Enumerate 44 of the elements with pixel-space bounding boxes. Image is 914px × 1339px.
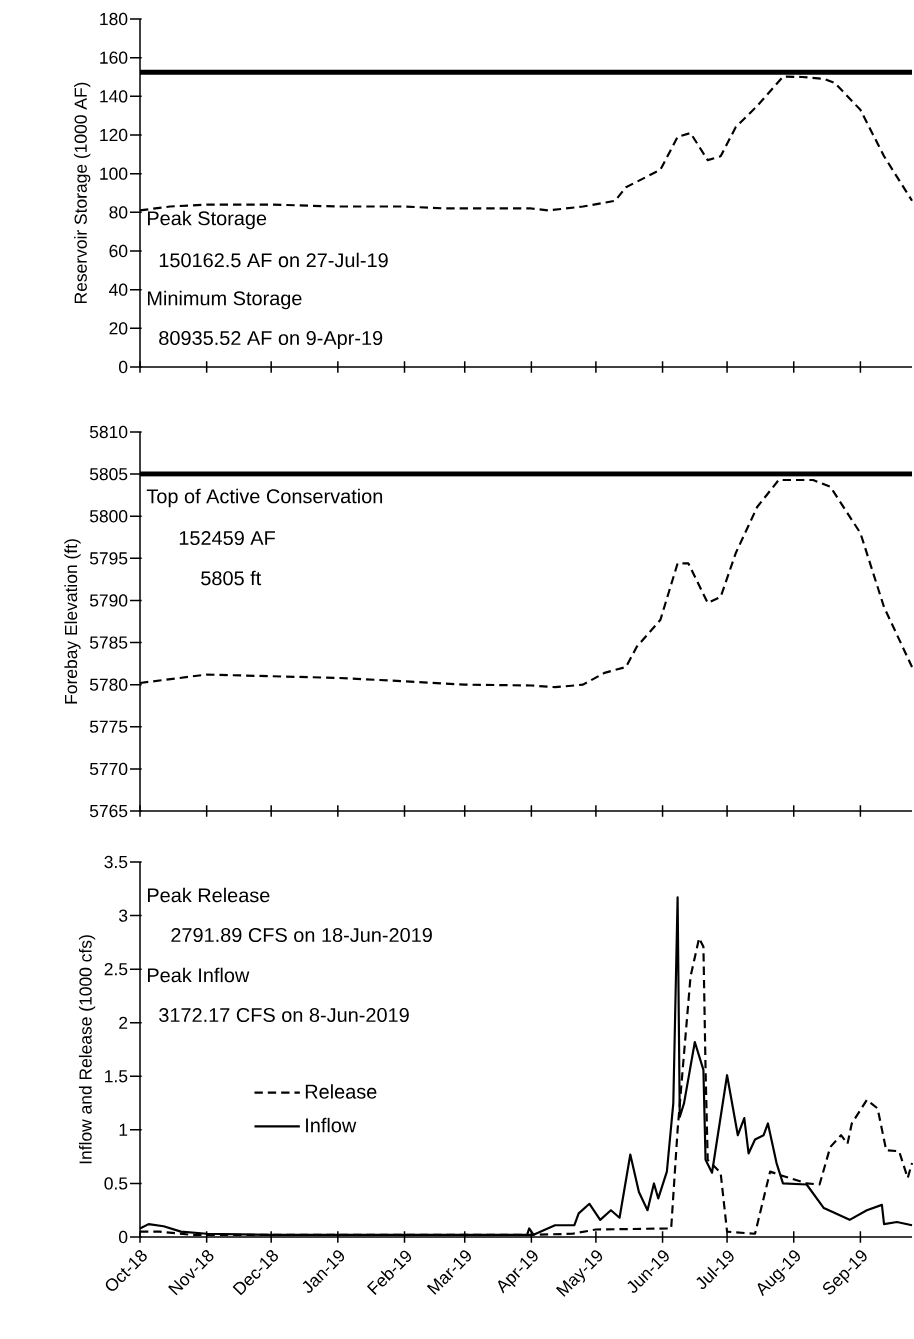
- y-tick-label: 80: [109, 206, 128, 219]
- y-tick-label: 5810: [89, 425, 128, 439]
- y-tick-label: 60: [109, 244, 128, 258]
- annotation: 150162.5 AF on 27-Jul-19: [159, 252, 388, 268]
- legend-label: Release: [305, 1084, 377, 1099]
- y-tick-label: 0: [119, 1230, 128, 1244]
- annotation: 80935.52 AF on 9-Apr-19: [159, 330, 383, 350]
- annotation: 152459 AF: [179, 530, 275, 546]
- y-tick-label: 0.5: [104, 1177, 128, 1190]
- y-tick-label: 160: [100, 51, 128, 64]
- y-tick-label: 5795: [89, 552, 128, 565]
- annotation: Peak Release: [147, 887, 270, 903]
- y-tick-label: 5785: [89, 636, 128, 649]
- y-tick-label: 1: [119, 1123, 128, 1136]
- y-tick-label: 5805: [89, 467, 128, 481]
- y-tick-label: 5765: [89, 804, 128, 818]
- y-tick-label: 5770: [89, 762, 128, 776]
- y-tick-label: 5800: [89, 510, 128, 523]
- y-tick-label: 3.5: [104, 855, 128, 869]
- y-tick-label: 2: [119, 1016, 128, 1029]
- y-tick-label: 5775: [89, 720, 128, 733]
- y-tick-label: 0: [119, 360, 128, 374]
- y-tick-label: 20: [109, 322, 128, 335]
- y-tick-label: 2.5: [104, 962, 128, 976]
- annotation: 3172.17 CFS on 8-Jun-2019: [159, 1007, 409, 1023]
- y-tick-label: 180: [100, 12, 128, 26]
- annotation: Minimum Storage: [147, 290, 302, 310]
- legend-label: Inflow: [306, 1117, 357, 1133]
- annotation: 2791.89 CFS on 18-Jun-2019: [171, 927, 432, 943]
- annotation: 5805 ft: [201, 570, 262, 586]
- y-tick-label: 140: [100, 90, 128, 103]
- y-tick-label: 5780: [89, 678, 128, 691]
- y-tick-label: 1.5: [105, 1070, 128, 1083]
- y-axis-title: Forebay Elevation (ft): [64, 539, 81, 704]
- y-axis-title: Reservoir Storage (1000 AF): [74, 82, 91, 303]
- y-tick-label: 120: [100, 128, 128, 142]
- annotation: Peak Inflow: [147, 967, 250, 983]
- annotation: Top of Active Conservation: [146, 488, 383, 508]
- y-tick-label: 100: [100, 167, 128, 180]
- y-tick-label: 3: [118, 909, 128, 922]
- y-tick-label: 5790: [89, 594, 128, 607]
- annotation: Peak Storage: [147, 210, 267, 230]
- y-tick-label: 40: [109, 283, 128, 296]
- y-axis-title: Inflow and Release (1000 cfs): [78, 935, 96, 1164]
